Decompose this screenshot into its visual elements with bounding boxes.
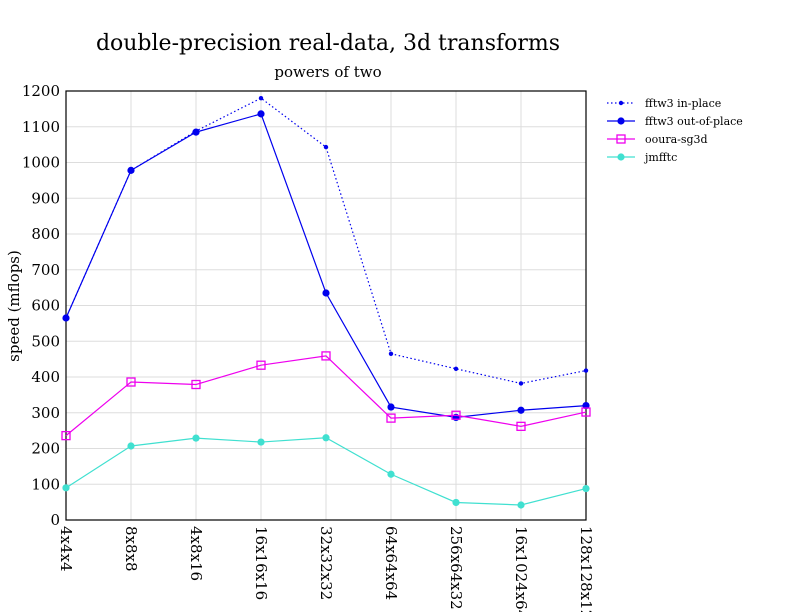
- y-tick-label: 1100: [22, 118, 60, 136]
- data-point: [617, 117, 625, 125]
- data-point: [387, 403, 395, 411]
- data-point: [583, 368, 589, 373]
- y-tick-label: 700: [31, 261, 60, 279]
- data-point: [452, 498, 460, 507]
- data-point: [192, 434, 200, 442]
- x-tick-label: 4x8x16: [187, 526, 205, 581]
- y-tick-label: 300: [31, 404, 60, 422]
- data-point: [582, 484, 590, 493]
- legend-label: ooura-sg3d: [645, 133, 708, 146]
- legend-item: ooura-sg3d: [607, 133, 708, 146]
- data-point: [616, 134, 626, 144]
- data-point: [257, 438, 265, 446]
- legend-label: fftw3 out-of-place: [645, 115, 743, 128]
- y-tick-label: 100: [31, 475, 60, 493]
- chart-subtitle: powers of two: [274, 63, 381, 81]
- data-point: [258, 95, 264, 101]
- series-line: [65, 355, 587, 437]
- x-tick-label: 8x8x8: [122, 526, 140, 572]
- y-tick-label: 200: [31, 440, 60, 458]
- data-point: [388, 351, 394, 356]
- legend: fftw3 in-place fftw3 out-of-place ooura-sg…: [607, 97, 743, 164]
- data-point: [61, 430, 71, 441]
- data-point: [62, 484, 70, 492]
- x-tick-label: 256x64x32: [447, 526, 465, 610]
- x-tick-label: 64x64x64: [382, 526, 400, 600]
- x-tick-label: 16x16x16: [252, 526, 270, 600]
- plot-frame: [65, 90, 587, 521]
- data-point: [617, 153, 625, 161]
- data-point: [517, 501, 525, 509]
- data-point: [581, 407, 591, 417]
- data-point: [518, 381, 524, 386]
- legend-item: fftw3 out-of-place: [607, 115, 743, 128]
- x-tick-label: 16x1024x64: [512, 526, 530, 612]
- data-point: [127, 166, 135, 174]
- series-layer: [61, 95, 591, 509]
- data-point: [387, 470, 395, 478]
- data-point: [126, 377, 136, 387]
- data-point: [517, 406, 525, 414]
- data-point: [322, 289, 330, 297]
- data-point: [62, 314, 70, 322]
- y-tick-label: 900: [31, 189, 60, 207]
- y-tick-label: 400: [31, 368, 60, 386]
- y-tick-label: 800: [31, 225, 60, 243]
- legend-item: fftw3 in-place: [607, 97, 721, 110]
- legend-item: jmfftc: [607, 151, 677, 164]
- legend-label: fftw3 in-place: [645, 97, 721, 110]
- axes: 0 100 200 300 400 500 600 700 800 900 1000 1100 1200…: [22, 82, 595, 612]
- x-tick-label: 128x128x128: [577, 526, 595, 612]
- data-point: [321, 351, 331, 361]
- data-point: [618, 100, 624, 106]
- data-point: [256, 360, 266, 370]
- series-2: [61, 351, 591, 441]
- data-point: [453, 366, 459, 371]
- legend-label: jmfftc: [643, 151, 677, 164]
- y-tick-label: 1200: [22, 82, 60, 100]
- y-tick-label: 500: [31, 332, 60, 350]
- chart-title: double-precision real-data, 3d transform…: [96, 31, 560, 56]
- data-point: [386, 413, 396, 423]
- data-point: [322, 434, 330, 442]
- y-tick-label: 1000: [22, 154, 60, 172]
- x-tick-label: 32x32x32: [317, 526, 335, 600]
- data-point: [516, 421, 526, 431]
- y-tick-label: 600: [31, 297, 60, 315]
- y-tick-label: 0: [50, 511, 60, 529]
- data-point: [192, 128, 200, 136]
- x-tick-label: 4x4x4: [57, 526, 75, 572]
- data-point: [127, 442, 135, 450]
- data-point: [323, 144, 329, 150]
- grid: [65, 90, 587, 521]
- series-3: [62, 434, 590, 509]
- data-point: [191, 379, 201, 390]
- y-axis-label: speed (mflops): [5, 250, 23, 362]
- data-point: [257, 110, 265, 118]
- data-point: [451, 410, 461, 420]
